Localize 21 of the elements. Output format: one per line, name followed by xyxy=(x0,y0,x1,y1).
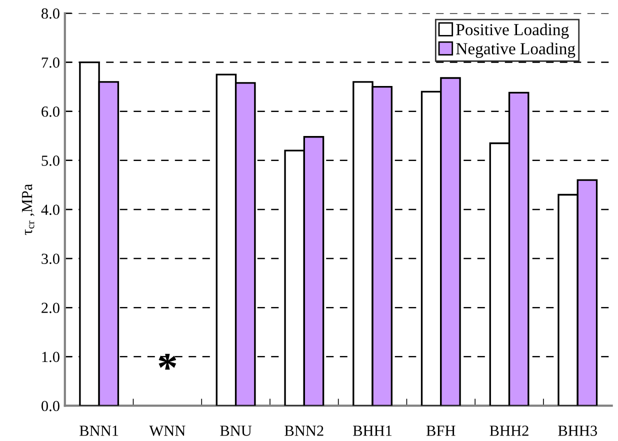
x-tick-label: BNU xyxy=(220,426,252,436)
y-tick-label: 7.0 xyxy=(42,57,60,68)
y-tick-label: 0.0 xyxy=(42,400,60,412)
y-tick-label: 1.0 xyxy=(42,352,60,362)
x-tick-label: BFH xyxy=(426,426,456,436)
x-tick-label: BHH1 xyxy=(353,426,392,436)
x-tick-label: BNN1 xyxy=(80,426,118,436)
legend-label: Negative Loading xyxy=(456,42,576,58)
x-tick-label: BNN2 xyxy=(284,426,324,436)
y-tick-label: 5.0 xyxy=(42,156,60,166)
y-tick-label: 4.0 xyxy=(41,204,60,215)
x-tick-label: WNN xyxy=(149,426,186,436)
y-tick-label: 3.0 xyxy=(42,254,60,264)
y-tick-label: 6.0 xyxy=(42,106,60,117)
annotation: * xyxy=(158,354,176,370)
legend-label: Positive Loading xyxy=(456,24,569,39)
x-tick-label: BHH3 xyxy=(558,426,597,436)
y-axis-title: τ$_{cr}$ ,MPa xyxy=(22,184,34,235)
y-tick-label: 8.0 xyxy=(42,8,60,19)
y-tick-label: 2.0 xyxy=(42,302,60,314)
x-tick-label: BHH2 xyxy=(490,426,528,436)
